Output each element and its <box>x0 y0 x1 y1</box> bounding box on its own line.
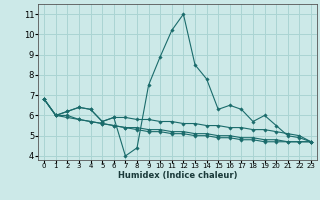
X-axis label: Humidex (Indice chaleur): Humidex (Indice chaleur) <box>118 171 237 180</box>
